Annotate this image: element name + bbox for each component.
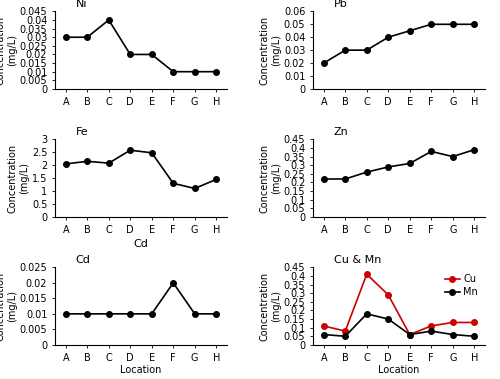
Line: Mn: Mn — [321, 311, 477, 339]
Y-axis label: Concentration
(mg/L): Concentration (mg/L) — [8, 144, 29, 213]
Cu — [428, 324, 434, 328]
Cu — [385, 293, 391, 297]
Text: Cd: Cd — [76, 255, 90, 265]
X-axis label: Location: Location — [378, 365, 420, 375]
Cu — [407, 332, 413, 337]
Y-axis label: Concentration
(mg/L): Concentration (mg/L) — [0, 271, 17, 341]
Cu — [321, 324, 327, 328]
Mn — [471, 334, 477, 338]
Mn — [364, 312, 370, 316]
Mn — [450, 332, 456, 337]
Text: Pb: Pb — [334, 0, 347, 9]
Mn — [321, 332, 327, 337]
Mn — [428, 329, 434, 334]
Line: Cu: Cu — [321, 271, 477, 337]
Cu — [342, 329, 348, 334]
Text: Cu & Mn: Cu & Mn — [334, 255, 381, 265]
X-axis label: Location: Location — [120, 365, 162, 375]
Text: Fe: Fe — [76, 127, 88, 137]
X-axis label: Cd: Cd — [134, 239, 148, 249]
Mn — [342, 334, 348, 338]
Text: Ni: Ni — [76, 0, 87, 9]
Y-axis label: Concentration
(mg/L): Concentration (mg/L) — [260, 271, 281, 341]
Y-axis label: Concentration
(mg/L): Concentration (mg/L) — [0, 16, 17, 85]
Cu — [450, 320, 456, 325]
Legend: Cu, Mn: Cu, Mn — [443, 272, 480, 299]
Mn — [385, 317, 391, 321]
Mn — [407, 332, 413, 337]
Y-axis label: Concentration
(mg/L): Concentration (mg/L) — [260, 16, 281, 85]
Y-axis label: Concentration
(mg/L): Concentration (mg/L) — [260, 144, 281, 213]
Cu — [471, 320, 477, 325]
Text: Zn: Zn — [334, 127, 348, 137]
Cu — [364, 272, 370, 277]
